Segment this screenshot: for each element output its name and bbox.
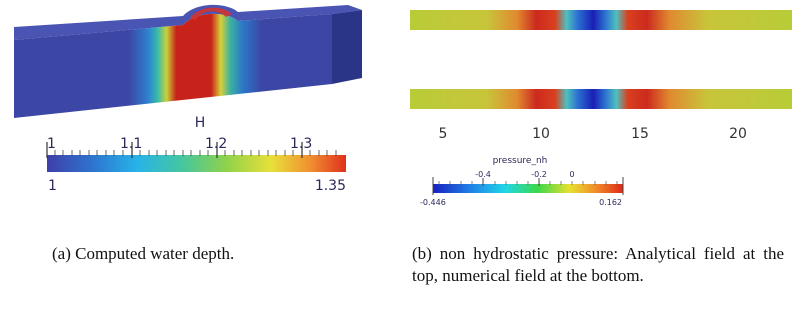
x-axis-tick-label: 10: [532, 126, 550, 142]
colorbar-b: [432, 177, 624, 195]
x-axis-tick-label: 20: [729, 126, 747, 142]
colorbar-a: [46, 142, 346, 172]
colorbar-a-max-label: 1.35: [315, 178, 346, 194]
caption-a: (a) Computed water depth.: [52, 244, 235, 263]
x-axis-tick-label: 5: [439, 126, 448, 142]
colorbar-b-min-label: -0.446: [420, 198, 446, 207]
colorbar-b-tick-label: -0.4: [475, 170, 491, 179]
water-depth-3d-render: [14, 4, 362, 118]
colorbar-a-major-ticks: [46, 142, 303, 158]
colorbar-a-minor-ticks: [54, 150, 337, 156]
colorbar-b-tick-label: -0.2: [531, 170, 547, 179]
panel-b-figure: 5 10 15 20 pressure_nh -0.4 -0.2 0 -0.44…: [410, 10, 792, 207]
colorbar-b-tick-label: 0: [569, 170, 574, 179]
colorbar-b-max-label: 0.162: [599, 198, 622, 207]
colorbar-a-min-label: 1: [48, 178, 57, 194]
colorbar-a-title: H: [195, 115, 206, 131]
numerical-pressure-field: [410, 89, 792, 109]
colorbar-a-tick-label: 1: [47, 136, 56, 152]
x-axis-tick-label: 15: [631, 126, 649, 142]
colorbar-b-minor-ticks: [438, 181, 618, 185]
colorbar-a-tick-label: 1.1: [120, 136, 142, 152]
analytical-pressure-field: [410, 10, 792, 30]
colorbar-b-major-ticks: [432, 177, 624, 195]
colorbar-b-title: pressure_nh: [493, 156, 548, 166]
panel-a-figure: H 1 1.1 1.2 1.3 1: [14, 4, 362, 194]
caption-b: (b) non hydrostatic pressure: Analytical…: [412, 244, 784, 285]
colorbar-a-tick-label: 1.2: [205, 136, 227, 152]
colorbar-a-tick-label: 1.3: [290, 136, 312, 152]
